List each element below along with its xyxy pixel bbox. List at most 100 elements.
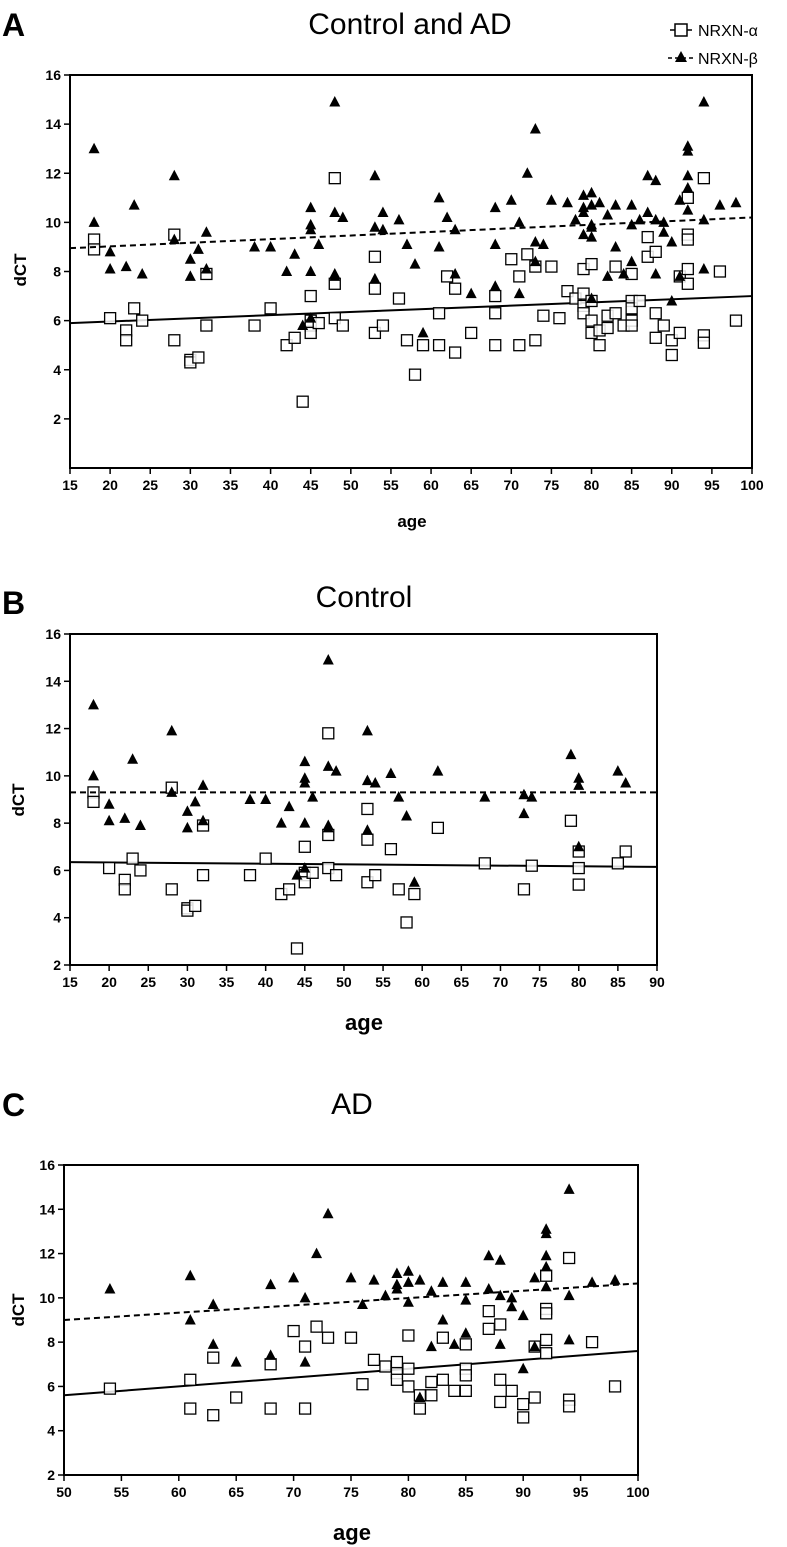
nrxn-beta-point [189, 795, 201, 807]
nrxn-alpha-point [619, 845, 632, 858]
y-tick-label: 14 [45, 673, 61, 689]
nrxn-alpha-point [609, 307, 622, 320]
nrxn-alpha-point [432, 307, 446, 320]
nrxn-beta-point [682, 169, 694, 181]
nrxn-beta-point [184, 270, 196, 281]
nrxn-beta-point [483, 1249, 495, 1261]
nrxn-alpha-point [368, 326, 382, 340]
nrxn-beta-point [465, 287, 477, 299]
nrxn-beta-point [414, 1274, 426, 1285]
nrxn-alpha-point [562, 1251, 576, 1265]
nrxn-beta-point [166, 724, 178, 736]
legend-alpha: NRXN-α [670, 23, 758, 40]
nrxn-beta-point [104, 263, 116, 274]
nrxn-alpha-point [196, 869, 210, 882]
nrxn-alpha-point [713, 265, 727, 278]
nrxn-beta-point [505, 194, 517, 205]
x-tick-label: 80 [401, 1484, 417, 1500]
nrxn-beta-point [103, 798, 115, 809]
plot-frame [69, 74, 753, 469]
nrxn-beta-point [529, 1271, 541, 1283]
nrxn-beta-point [578, 206, 590, 218]
nrxn-beta-point [88, 216, 100, 227]
nrxn-beta-point [197, 814, 209, 826]
nrxn-beta-point [573, 779, 585, 790]
nrxn-alpha-point [402, 1329, 415, 1342]
nrxn-alpha-point [280, 339, 293, 352]
nrxn-beta-point [275, 817, 287, 828]
panel-c-plot: 50 55 60 65 70 75 80 85 90 95 100 2 4 6 8 10 12 14 16 [39, 1157, 649, 1500]
nrxn-alpha-point [248, 319, 261, 332]
nrxn-beta-point [540, 1227, 552, 1239]
nrxn-alpha-point [665, 334, 678, 347]
nrxn-beta-point [408, 876, 420, 887]
nrxn-alpha-point [608, 1380, 622, 1393]
panel-b-ylabel: dCT [9, 783, 28, 817]
x-tick-label: 55 [375, 974, 391, 990]
x-tick-label: 85 [624, 477, 640, 493]
nrxn-beta-point [618, 267, 630, 279]
panel-b-letter: B [2, 585, 25, 621]
nrxn-beta-point [184, 253, 196, 264]
panel-c-ylabel: dCT [9, 1293, 28, 1327]
nrxn-alpha-point [361, 876, 374, 889]
nrxn-beta-point [529, 123, 541, 134]
nrxn-beta-point [88, 142, 100, 154]
nrxn-beta-point [513, 216, 525, 227]
nrxn-beta-point [184, 1314, 196, 1325]
nrxn-beta-point [642, 169, 654, 181]
nrxn-beta-point [460, 1294, 472, 1305]
nrxn-alpha-point [489, 289, 502, 303]
nrxn-beta-point [529, 236, 541, 247]
nrxn-beta-point [265, 1278, 277, 1290]
nrxn-beta-point [682, 145, 694, 156]
nrxn-beta-point [506, 1300, 518, 1312]
nrxn-beta-point [168, 233, 180, 245]
nrxn-alpha-point [585, 1335, 599, 1349]
nrxn-beta-point [569, 213, 581, 225]
nrxn-alpha-point [625, 319, 638, 332]
legend-beta: NRXN-β [668, 51, 758, 68]
panel-c-xlabel: age [333, 1520, 371, 1545]
nrxn-alpha-point [517, 1397, 530, 1411]
nrxn-alpha-point [494, 1318, 507, 1331]
nrxn-alpha-point [304, 326, 317, 340]
nrxn-alpha-point [134, 864, 147, 877]
nrxn-alpha-point [601, 321, 614, 335]
nrxn-alpha-point [529, 334, 542, 347]
nrxn-beta-point [540, 1260, 552, 1272]
nrxn-beta-point [181, 805, 193, 816]
nrxn-beta-point [634, 213, 646, 225]
nrxn-alpha-point [390, 1373, 404, 1386]
nrxn-alpha-point [489, 339, 502, 352]
panel-b-xlabel: age [345, 1010, 383, 1035]
x-tick-label: 70 [286, 1484, 302, 1500]
nrxn-alpha-point [287, 1324, 300, 1338]
nrxn-beta-point [578, 189, 590, 200]
nrxn-beta-point [682, 181, 694, 193]
nrxn-alpha-point [264, 1358, 277, 1371]
x-tick-label: 85 [458, 1484, 474, 1500]
nrxn-beta-point [379, 1289, 391, 1301]
nrxn-alpha-point [87, 795, 100, 809]
nrxn-alpha-point [649, 307, 662, 320]
nrxn-alpha-point [494, 1395, 507, 1409]
nrxn-alpha-point [310, 1320, 323, 1333]
y-tick-label: 6 [53, 313, 61, 329]
nrxn-beta-point [393, 213, 405, 225]
nrxn-alpha-point [329, 869, 343, 882]
nrxn-beta-point [586, 292, 598, 304]
y-tick-label: 14 [39, 1201, 55, 1217]
nrxn-beta-point [698, 96, 710, 107]
nrxn-beta-point [460, 1276, 472, 1287]
nrxn-alpha-point [392, 883, 405, 896]
nrxn-alpha-point [408, 368, 422, 381]
nrxn-alpha-point [553, 312, 566, 325]
nrxn-beta-point [578, 228, 590, 240]
nrxn-beta-point [313, 238, 325, 249]
x-tick-label: 70 [504, 477, 520, 493]
nrxn-beta-point [311, 1247, 323, 1259]
nrxn-beta-point [626, 199, 638, 210]
nrxn-alpha-point [367, 1353, 381, 1367]
nrxn-alpha-point [525, 859, 538, 872]
